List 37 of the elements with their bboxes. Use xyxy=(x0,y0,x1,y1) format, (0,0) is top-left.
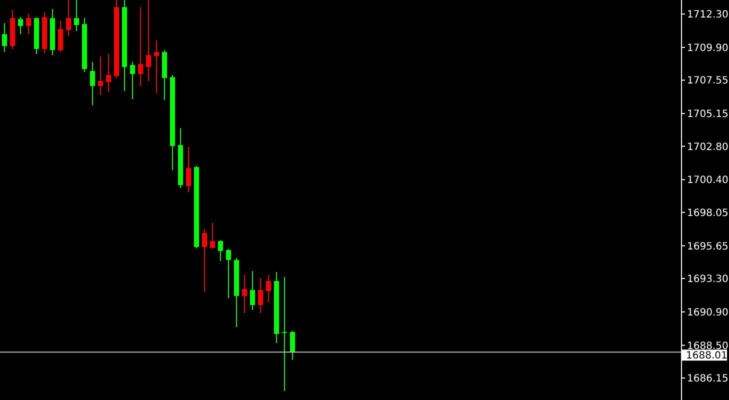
candlestick xyxy=(90,62,95,106)
candlestick xyxy=(266,274,271,303)
candlestick xyxy=(186,146,191,193)
y-tick-label: 1705.15 xyxy=(687,109,728,120)
candlestick xyxy=(202,228,207,292)
candlestick xyxy=(282,276,287,392)
candlestick xyxy=(58,20,63,53)
y-tick-label: 1712.30 xyxy=(687,10,728,21)
ref-line-label: 1688.01 xyxy=(686,350,728,362)
candlestick xyxy=(258,278,263,314)
candlestick xyxy=(154,40,159,94)
y-tick-label: 1707.55 xyxy=(687,76,728,87)
y-tick-label: 1702.80 xyxy=(687,142,728,153)
candlestick xyxy=(130,62,135,100)
y-tick-label: 1698.05 xyxy=(687,208,728,219)
y-tick-label: 1686.15 xyxy=(687,374,728,385)
y-tick-label: 1709.90 xyxy=(687,42,728,54)
y-tick-label: 1695.65 xyxy=(687,241,728,252)
candlestick xyxy=(26,14,31,35)
y-tick-label: 1688.50 xyxy=(687,340,728,352)
candlestick xyxy=(146,0,151,82)
candlestick xyxy=(18,16,23,35)
y-tick-label: 1693.30 xyxy=(687,274,728,285)
candlestick xyxy=(138,6,143,87)
candlestick xyxy=(98,56,103,96)
candlestick xyxy=(290,330,295,361)
candlestick xyxy=(66,0,71,37)
candlestick xyxy=(250,270,255,310)
candlestick xyxy=(242,274,247,314)
candlestick xyxy=(106,54,111,92)
y-tick-label: 1700.40 xyxy=(687,175,728,186)
y-tick-label: 1690.90 xyxy=(687,307,728,318)
candlestick xyxy=(226,248,231,299)
candlestick xyxy=(210,222,215,249)
candlestick xyxy=(74,0,79,32)
candlestick xyxy=(2,22,7,53)
candlestick xyxy=(218,240,223,262)
